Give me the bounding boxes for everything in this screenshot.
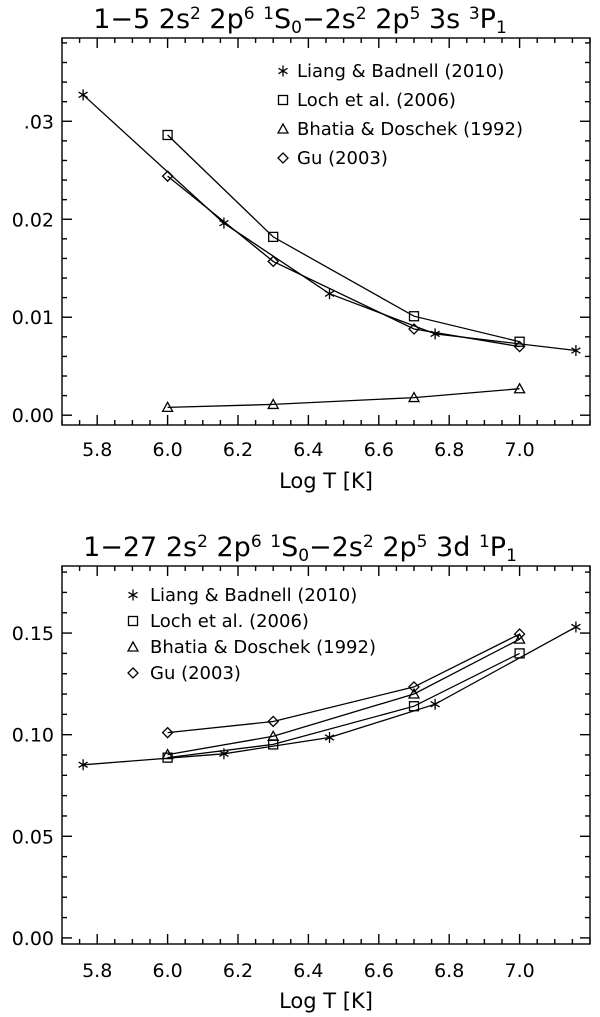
data-point-square: [408, 701, 420, 712]
legend: Liang & Badnell (2010) Loch et al. (2006)…: [126, 585, 376, 684]
legend-marker-asterisk: [128, 589, 138, 601]
x-tick-label: 6.6: [364, 960, 394, 982]
x-tick-label: 6.2: [223, 439, 253, 461]
data-point-diamond: [408, 681, 420, 693]
x-tick-label: 7.0: [504, 960, 534, 982]
legend-marker-triangle: [276, 122, 290, 134]
data-point-square: [408, 311, 420, 322]
series-diamond: [161, 170, 526, 353]
legend-marker-diamond: [277, 152, 289, 164]
y-tick-label: 0.10: [12, 725, 54, 747]
chart-title: 1−5 2s2 2p6 1S0−2s2 2p5 3s 3P1: [93, 4, 507, 38]
data-point-asterisk: [571, 345, 581, 357]
series-line: [167, 652, 520, 759]
legend-marker-triangle: [126, 640, 140, 652]
x-tick-label: 5.8: [82, 439, 112, 461]
legend-marker-square: [277, 94, 289, 106]
legend-label: Loch et al. (2006): [150, 611, 309, 632]
chart-panel-2: 1−27 2s2 2p6 1S0−2s2 2p5 3d 1P1 5.8 6.0 6.2…: [12, 532, 591, 1013]
x-axis-label: Log T [K]: [279, 469, 373, 493]
legend-marker-diamond: [127, 667, 139, 679]
y-tick-label: 0.15: [12, 623, 54, 645]
x-tick-label: 6.8: [434, 439, 464, 461]
legend-label: Bhatia & Doschek (1992): [150, 637, 376, 658]
data-point-triangle: [407, 687, 421, 699]
x-tick-label: 6.2: [223, 960, 253, 982]
series-line: [167, 134, 520, 343]
y-tick-label: 0.01: [12, 307, 54, 329]
data-point-diamond: [267, 715, 280, 728]
data-point-triangle: [513, 632, 526, 644]
y-tick-label: .03: [24, 111, 54, 133]
y-tick-label: 0.00: [12, 405, 54, 427]
x-tick-label: 6.4: [293, 439, 323, 461]
legend: Liang & Badnell (2010) Loch et al. (2006)…: [276, 61, 523, 169]
legend-label: Gu (2003): [297, 148, 388, 169]
data-point-asterisk: [571, 621, 581, 633]
legend-marker-asterisk: [278, 65, 288, 77]
y-tick-label: 0.05: [12, 826, 54, 848]
series-line: [167, 388, 520, 409]
x-tick-label: 6.0: [152, 439, 182, 461]
data-point-triangle: [267, 729, 280, 741]
x-tick-label: 6.0: [152, 960, 182, 982]
x-tick-label: 5.8: [82, 960, 112, 982]
x-tick-label: 6.8: [434, 960, 464, 982]
plot-frame: [61, 565, 591, 945]
x-tick-label: 6.6: [364, 439, 394, 461]
x-axis-label: Log T [K]: [279, 989, 373, 1013]
data-point-diamond: [161, 726, 174, 739]
y-tick-label: 0.00: [12, 928, 54, 950]
series-triangle: [161, 382, 526, 413]
data-point-square: [268, 231, 279, 243]
data-point-asterisk: [430, 698, 440, 710]
data-point-diamond: [513, 340, 526, 353]
series-square: [162, 129, 525, 347]
data-point-square: [514, 648, 525, 659]
data-point-asterisk: [78, 759, 88, 771]
series-asterisk: [78, 621, 581, 771]
legend-label: Bhatia & Doschek (1992): [297, 119, 523, 140]
series-line: [167, 638, 520, 756]
series-line: [167, 175, 520, 348]
data-point-asterisk: [78, 89, 88, 101]
data-point-square: [162, 129, 173, 141]
legend-label: Liang & Badnell (2010): [150, 585, 357, 606]
chart-panel-1: 1−5 2s2 2p6 1S0−2s2 2p5 3s 3P1 5.8 6.0 6.2 6…: [12, 4, 591, 493]
data-point-triangle: [161, 748, 174, 760]
data-point-asterisk: [219, 217, 229, 229]
series-asterisk: [78, 89, 581, 357]
legend-marker-square: [127, 615, 139, 627]
data-point-diamond: [408, 323, 420, 335]
data-point-diamond: [267, 255, 280, 268]
legend-label: Gu (2003): [150, 663, 241, 684]
legend-label: Loch et al. (2006): [297, 90, 456, 111]
data-point-triangle: [267, 398, 280, 410]
data-point-triangle: [407, 391, 421, 403]
x-tick-label: 7.0: [504, 439, 534, 461]
series-triangle: [161, 632, 526, 760]
chart-title: 1−27 2s2 2p6 1S0−2s2 2p5 3d 1P1: [83, 532, 517, 566]
data-point-triangle: [513, 382, 526, 394]
y-tick-label: 0.02: [12, 209, 54, 231]
data-point-asterisk: [324, 288, 335, 300]
data-point-asterisk: [324, 732, 335, 744]
data-point-triangle: [161, 401, 174, 413]
x-tick-label: 6.4: [293, 960, 323, 982]
series-line: [167, 633, 520, 734]
legend-label: Liang & Badnell (2010): [297, 61, 504, 82]
data-point-diamond: [513, 628, 526, 640]
data-point-diamond: [161, 170, 174, 183]
series-diamond: [161, 628, 526, 739]
